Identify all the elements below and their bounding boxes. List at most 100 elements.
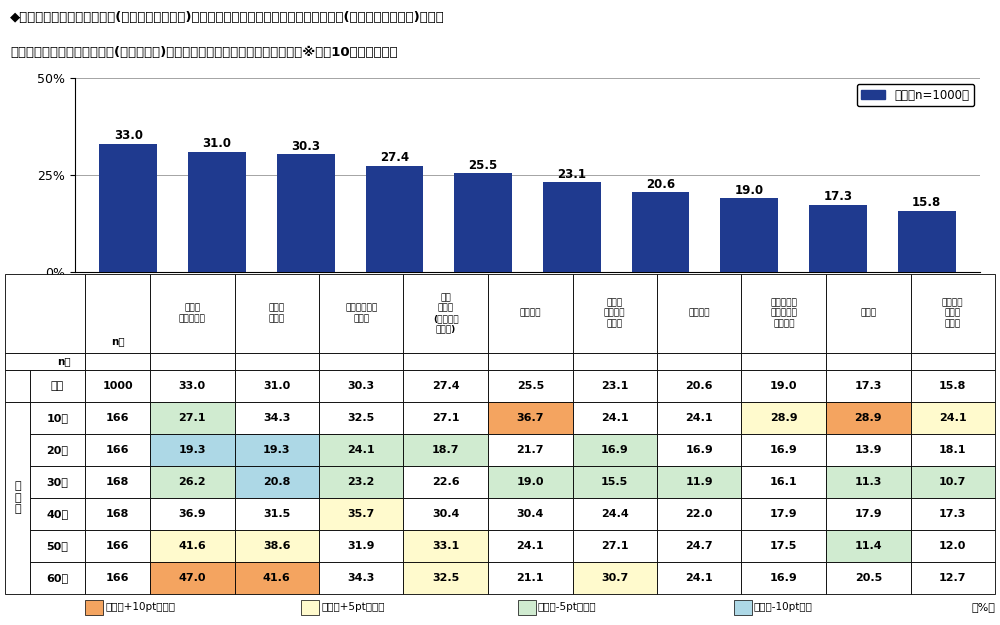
- Text: 168: 168: [106, 477, 129, 487]
- Bar: [488, 402, 572, 434]
- Bar: [826, 369, 910, 402]
- Text: 27.1: 27.1: [432, 412, 460, 422]
- Bar: [657, 434, 741, 466]
- Bar: [488, 353, 572, 369]
- Text: 41.6: 41.6: [178, 541, 206, 551]
- Bar: [741, 530, 826, 562]
- Text: 24.1: 24.1: [516, 541, 544, 551]
- Bar: [454, 173, 512, 272]
- Bar: [910, 498, 995, 530]
- Bar: [5, 369, 30, 402]
- Bar: [910, 274, 995, 353]
- Text: 27.1: 27.1: [601, 541, 629, 551]
- Text: 36.7: 36.7: [516, 412, 544, 422]
- Text: コンビニ: コンビニ: [520, 309, 541, 318]
- Bar: [657, 402, 741, 434]
- Bar: [85, 600, 103, 614]
- Bar: [826, 434, 910, 466]
- Text: 全体比+5pt以上／: 全体比+5pt以上／: [321, 602, 385, 612]
- Bar: [319, 274, 403, 353]
- Text: 33.0: 33.0: [114, 129, 143, 142]
- Text: 23.1: 23.1: [557, 168, 586, 181]
- Text: 16.9: 16.9: [601, 445, 629, 455]
- Text: 20.8: 20.8: [263, 477, 290, 487]
- Bar: [85, 466, 150, 498]
- Bar: [572, 466, 657, 498]
- Text: 11.9: 11.9: [685, 477, 713, 487]
- Bar: [488, 369, 572, 402]
- Text: 30.4: 30.4: [432, 509, 459, 519]
- Bar: [572, 562, 657, 594]
- Bar: [826, 353, 910, 369]
- Bar: [403, 369, 488, 402]
- Bar: [826, 498, 910, 530]
- Bar: [657, 369, 741, 402]
- Bar: [403, 402, 488, 434]
- Bar: [572, 274, 657, 353]
- Text: 50代: 50代: [47, 541, 68, 551]
- Text: 17.9: 17.9: [770, 509, 798, 519]
- Bar: [734, 600, 752, 614]
- Text: 23.2: 23.2: [348, 477, 375, 487]
- Bar: [741, 562, 826, 594]
- Text: 15.8: 15.8: [912, 196, 941, 209]
- Bar: [85, 369, 150, 402]
- Text: 32.5: 32.5: [432, 572, 459, 582]
- Bar: [910, 369, 995, 402]
- Text: 25.5: 25.5: [469, 159, 498, 171]
- Bar: [657, 353, 741, 369]
- Bar: [488, 434, 572, 466]
- Text: 33.0: 33.0: [179, 381, 206, 391]
- Bar: [403, 562, 488, 594]
- Bar: [741, 466, 826, 498]
- Text: 19.3: 19.3: [263, 445, 290, 455]
- Bar: [741, 274, 826, 353]
- Text: 20.5: 20.5: [855, 572, 882, 582]
- Bar: [741, 498, 826, 530]
- Text: （%）: （%）: [971, 602, 995, 612]
- Text: 166: 166: [106, 445, 129, 455]
- Text: 全体比-10pt以下: 全体比-10pt以下: [754, 602, 813, 612]
- Bar: [99, 144, 157, 272]
- Text: 12.0: 12.0: [939, 541, 966, 551]
- Text: 24.1: 24.1: [347, 445, 375, 455]
- Text: 20代: 20代: [46, 445, 68, 455]
- Text: 16.9: 16.9: [770, 572, 798, 582]
- Bar: [30, 402, 85, 434]
- Text: 温泉・
大浴場: 温泉・ 大浴場: [269, 304, 285, 323]
- Bar: [910, 562, 995, 594]
- Text: 32.5: 32.5: [348, 412, 375, 422]
- Bar: [30, 369, 85, 402]
- Text: 1000: 1000: [102, 381, 133, 391]
- Bar: [572, 434, 657, 466]
- Text: どのような施設やサービス(ホテル除く)があってほしいか　［複数回答形式］※上位10位までを表示: どのような施設やサービス(ホテル除く)があってほしいか ［複数回答形式］※上位1…: [10, 46, 398, 59]
- Text: 166: 166: [106, 541, 129, 551]
- Bar: [85, 530, 150, 562]
- Text: 17.3: 17.3: [824, 190, 853, 203]
- Bar: [403, 466, 488, 498]
- Bar: [741, 434, 826, 466]
- Legend: 全体［n=1000］: 全体［n=1000］: [857, 84, 974, 106]
- Bar: [234, 498, 319, 530]
- Bar: [488, 498, 572, 530]
- Text: 38.6: 38.6: [263, 541, 290, 551]
- Text: 全体比+10pt以上／: 全体比+10pt以上／: [105, 602, 175, 612]
- Bar: [657, 530, 741, 562]
- Bar: [657, 274, 741, 353]
- Bar: [30, 498, 85, 530]
- Text: 22.6: 22.6: [432, 477, 460, 487]
- Bar: [720, 198, 778, 272]
- Bar: [826, 530, 910, 562]
- Text: 展望
デッキ
(天体観測
ルーム): 展望 デッキ (天体観測 ルーム): [433, 293, 459, 333]
- Bar: [150, 434, 234, 466]
- Bar: [234, 434, 319, 466]
- Text: 遊園地・
テーマ
パーク: 遊園地・ テーマ パーク: [942, 298, 964, 328]
- Bar: [150, 562, 234, 594]
- Text: 17.5: 17.5: [770, 541, 797, 551]
- Bar: [366, 166, 423, 272]
- Text: ◆宇宙旅行で超大型宇宙施設(宇宙ステーション)に長期滞在するとしたら、超大型宇宙施設(宇宙ステーション)には、: ◆宇宙旅行で超大型宇宙施設(宇宙ステーション)に長期滞在するとしたら、超大型宇宙…: [10, 11, 445, 24]
- Text: 31.9: 31.9: [348, 541, 375, 551]
- Bar: [572, 530, 657, 562]
- Text: 病院・
クリニック: 病院・ クリニック: [179, 304, 206, 323]
- Text: 25.5: 25.5: [517, 381, 544, 391]
